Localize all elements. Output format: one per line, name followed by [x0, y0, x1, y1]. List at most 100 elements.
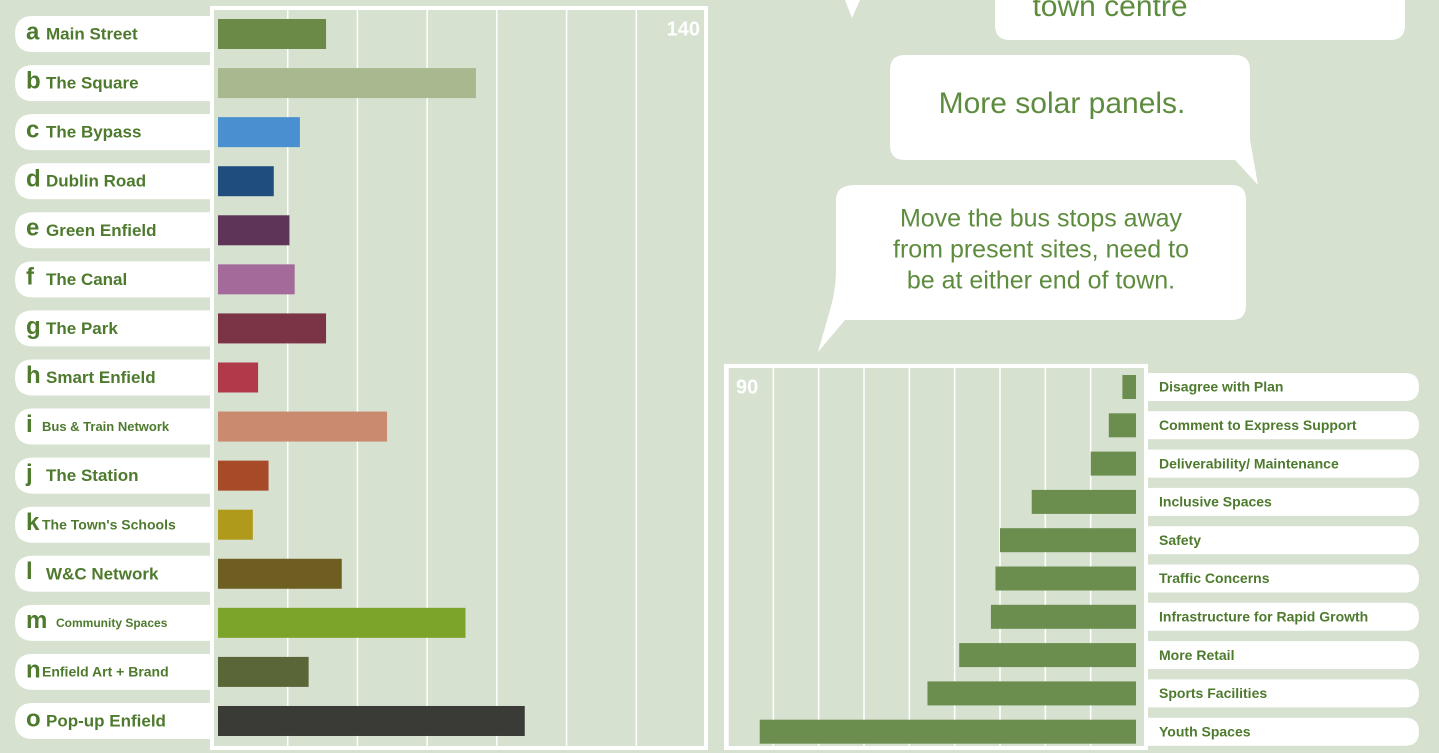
label-pill — [15, 359, 212, 396]
category-label: W&C Network — [46, 564, 159, 583]
panel-frame — [210, 6, 708, 750]
bar — [218, 607, 466, 638]
label-pill — [15, 457, 212, 494]
bubble-text: be at either end of town. — [907, 267, 1175, 295]
bar — [218, 264, 295, 295]
category-letter: d — [26, 166, 41, 193]
category-label: Bus & Train Network — [42, 419, 170, 434]
bar — [959, 643, 1136, 668]
category-label: Infrastructure for Rapid Growth — [1159, 609, 1368, 625]
category-label: Deliverability/ Maintenance — [1159, 455, 1339, 471]
label-pill — [15, 408, 212, 445]
bar — [218, 362, 259, 393]
label-pill — [1146, 679, 1419, 708]
bar — [218, 19, 327, 49]
label-pill — [1146, 641, 1419, 670]
bubble-text: town centre — [1032, 0, 1187, 23]
label-pill — [15, 702, 212, 739]
x-tick-label: 140 — [667, 18, 700, 40]
category-label: Community Spaces — [56, 616, 168, 630]
category-label: Main Street — [46, 24, 138, 43]
bubble-text-group: Move the bus stops away from present site… — [893, 205, 1189, 295]
category-label: Green Enfield — [46, 221, 157, 240]
category-letter: k — [26, 509, 40, 536]
category-label: Youth Spaces — [1159, 723, 1251, 739]
category-letter: f — [26, 264, 35, 291]
category-label: Comment to Express Support — [1159, 417, 1357, 433]
bubble-text: Move the bus stops away — [900, 205, 1183, 233]
category-letter: a — [26, 18, 40, 45]
label-pill — [15, 506, 212, 543]
label-pill — [1146, 411, 1419, 440]
bar — [927, 681, 1136, 706]
category-label: The Bypass — [46, 123, 141, 142]
label-pill — [15, 65, 212, 102]
label-pill — [15, 212, 212, 249]
label-pill — [15, 604, 212, 641]
category-letter: e — [26, 215, 39, 242]
bar — [759, 719, 1136, 744]
category-label: Disagree with Plan — [1159, 379, 1283, 395]
x-tick-label: 90 — [736, 376, 758, 398]
bar — [1031, 489, 1136, 514]
bar — [1090, 451, 1136, 476]
label-pill — [1146, 526, 1419, 555]
bar — [218, 558, 342, 589]
bar — [1122, 375, 1136, 399]
category-letter: l — [26, 558, 33, 585]
label-pill — [15, 555, 212, 592]
speech-bubble — [890, 55, 1258, 185]
bar — [218, 705, 525, 736]
bubble-text: More solar panels. — [939, 87, 1186, 120]
label-pill — [1146, 449, 1419, 478]
label-pill — [1146, 487, 1419, 516]
category-label: The Canal — [46, 270, 127, 289]
category-label: More Retail — [1159, 647, 1234, 663]
bar — [218, 509, 253, 540]
category-label: Traffic Concerns — [1159, 570, 1270, 586]
label-pill — [15, 114, 212, 151]
label-pill — [1146, 717, 1419, 746]
speech-bubble — [995, 0, 1405, 40]
category-label: Sports Facilities — [1159, 685, 1267, 701]
category-label: Inclusive Spaces — [1159, 494, 1272, 510]
label-pill — [15, 16, 212, 52]
label-pill — [1146, 373, 1419, 401]
category-letter: h — [26, 362, 41, 389]
bubble-tail — [845, 0, 860, 18]
category-label: Pop-up Enfield — [46, 711, 166, 730]
category-letter: n — [26, 656, 41, 683]
bar — [218, 313, 327, 344]
category-label: Dublin Road — [46, 172, 146, 191]
bar — [218, 656, 309, 687]
category-label: The Park — [46, 319, 118, 338]
label-pill — [1146, 564, 1419, 593]
bar — [218, 215, 290, 246]
bar — [995, 566, 1136, 591]
bubble-text: from present sites, need to — [893, 236, 1189, 264]
category-letter: g — [26, 313, 41, 340]
bar — [218, 411, 388, 442]
speech-bubble — [818, 185, 1246, 352]
category-letter: o — [26, 705, 41, 732]
bar — [218, 117, 300, 148]
label-pill — [1146, 602, 1419, 631]
bar — [218, 68, 476, 99]
label-pill — [15, 261, 212, 298]
category-letter: b — [26, 67, 41, 94]
bar — [218, 166, 274, 197]
category-letter: i — [26, 411, 33, 438]
bar — [1000, 528, 1136, 553]
bar — [990, 604, 1136, 629]
category-label: The Station — [46, 466, 139, 485]
category-label: The Town's Schools — [42, 516, 176, 532]
bar — [218, 460, 269, 491]
panel-frame — [724, 364, 1148, 750]
category-label: Enfield Art + Brand — [42, 664, 169, 680]
category-label: The Square — [46, 74, 139, 93]
bar — [1108, 413, 1136, 438]
label-pill — [15, 163, 212, 200]
category-letter: c — [26, 116, 39, 143]
